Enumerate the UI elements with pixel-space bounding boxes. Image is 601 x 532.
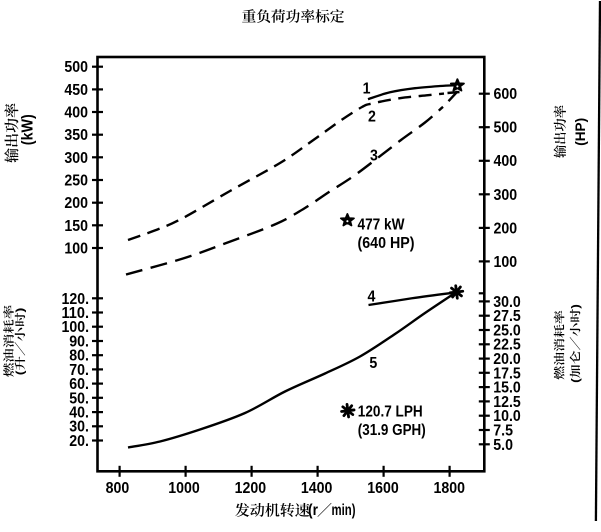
svg-text:600: 600	[494, 86, 518, 103]
svg-text:(kW): (kW)	[19, 114, 36, 145]
svg-text:1200: 1200	[235, 480, 267, 497]
svg-text:(31.9 GPH): (31.9 GPH)	[358, 422, 426, 439]
svg-text:17.5: 17.5	[493, 365, 521, 382]
svg-text:(HP): (HP)	[572, 118, 588, 146]
svg-text:25.0: 25.0	[493, 322, 521, 339]
svg-text:(: (	[568, 377, 581, 382]
svg-text:1600: 1600	[367, 480, 399, 497]
svg-text:15.0: 15.0	[493, 380, 521, 397]
svg-text:120.7 LPH: 120.7 LPH	[358, 404, 423, 421]
svg-text:1800: 1800	[434, 480, 466, 497]
svg-text:(: (	[13, 370, 26, 376]
svg-text:150: 150	[64, 218, 88, 235]
svg-text:7.5: 7.5	[493, 423, 513, 440]
svg-text:): )	[13, 308, 26, 313]
svg-text:min): min)	[332, 502, 356, 519]
svg-text:400: 400	[494, 153, 518, 170]
svg-text:300: 300	[494, 187, 518, 204]
svg-text:80.: 80.	[69, 348, 89, 365]
svg-text:90.: 90.	[69, 333, 89, 350]
svg-text:4: 4	[368, 289, 376, 306]
svg-text:100: 100	[64, 240, 88, 257]
svg-text:60.: 60.	[69, 376, 89, 393]
svg-text:500: 500	[64, 59, 88, 76]
svg-text:250: 250	[64, 173, 88, 190]
svg-text:30.0: 30.0	[493, 294, 521, 311]
svg-text:20.0: 20.0	[493, 351, 521, 368]
svg-text:1000: 1000	[168, 480, 200, 497]
svg-text:2: 2	[368, 109, 376, 126]
svg-text:100: 100	[494, 254, 518, 271]
svg-text:400: 400	[64, 105, 88, 122]
svg-text:50.: 50.	[69, 390, 89, 407]
svg-text:12.5: 12.5	[493, 394, 521, 411]
svg-text:): )	[568, 304, 581, 309]
svg-text:120.: 120.	[62, 291, 90, 308]
svg-text:3: 3	[370, 148, 378, 165]
svg-text:110.: 110.	[62, 305, 90, 322]
svg-text:20.: 20.	[69, 433, 89, 450]
svg-text:40.: 40.	[69, 405, 89, 422]
svg-text:477 kW: 477 kW	[358, 217, 405, 234]
svg-text:30.: 30.	[69, 419, 89, 436]
svg-text:1: 1	[363, 81, 371, 98]
svg-text:27.5: 27.5	[493, 308, 521, 325]
svg-text:300: 300	[64, 150, 88, 167]
svg-text:800: 800	[106, 480, 130, 497]
svg-text:5: 5	[369, 355, 377, 372]
svg-text:70.: 70.	[69, 362, 89, 379]
svg-text:(r: (r	[308, 502, 318, 519]
svg-text:100.: 100.	[62, 319, 90, 336]
svg-text:5.0: 5.0	[493, 437, 513, 454]
svg-text:22.5: 22.5	[493, 337, 521, 354]
svg-text:200: 200	[494, 220, 518, 237]
svg-text:450: 450	[64, 82, 88, 99]
svg-text:500: 500	[494, 120, 518, 137]
svg-text:10.0: 10.0	[493, 408, 521, 425]
svg-text:350: 350	[64, 127, 88, 144]
svg-text:(640 HP): (640 HP)	[358, 235, 415, 252]
svg-text:200: 200	[64, 195, 88, 212]
svg-text:1400: 1400	[301, 480, 333, 497]
